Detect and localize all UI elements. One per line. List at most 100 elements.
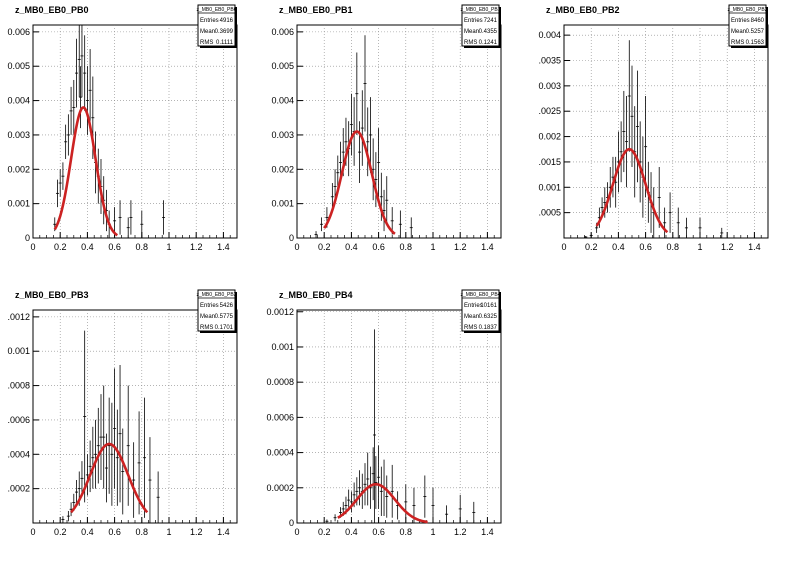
data-point (373, 329, 377, 523)
data-point (75, 38, 79, 108)
data-point (684, 217, 688, 238)
stats-entries-value: 8460 (751, 18, 765, 24)
data-point (625, 96, 629, 188)
stats-rms-value: 0.1837 (479, 325, 498, 331)
data-point (99, 394, 103, 481)
y-tick-label: .0015 (538, 157, 561, 167)
data-point (325, 519, 329, 523)
y-tick-label: 0.005 (7, 61, 30, 71)
data-point (77, 25, 81, 98)
stats-box-frame (197, 4, 236, 47)
data-point (349, 491, 353, 513)
data-point (91, 426, 95, 489)
x-tick-label: 0 (294, 527, 299, 537)
data-point (156, 471, 160, 523)
stats-rms-label: RMS (731, 40, 744, 46)
data-point (126, 385, 130, 506)
stats-name: z_MB0_EB0_PB2 (727, 7, 767, 13)
data-point (377, 128, 381, 197)
data-point (83, 330, 87, 503)
stats-entries-label: Entries (464, 18, 483, 24)
stats-mean-value: 0.5775 (215, 314, 234, 320)
y-tick-label: 0.002 (538, 132, 561, 142)
x-tick-label: 0.2 (318, 242, 331, 252)
data-points (53, 25, 166, 238)
stats-entries-label: Entries (200, 303, 219, 309)
stats-name: z_MB0_EB0_PB4 (460, 292, 500, 298)
data-point (336, 155, 340, 190)
stats-mean-value: 0.6325 (479, 314, 498, 320)
data-point (374, 456, 378, 509)
histogram-panel-pb4: z_MB0_EB0_PB4 z_MB0_EB0_PB4 Entries 1016… (266, 289, 502, 537)
stats-mean-value: 0.3699 (215, 29, 234, 35)
data-point (390, 464, 394, 518)
data-point (409, 217, 413, 238)
stats-rms-label: RMS (200, 40, 213, 46)
y-tick-label: .0002 (7, 484, 30, 494)
x-tick-label: 1.2 (190, 242, 203, 252)
stats-box-frame (461, 4, 500, 47)
data-point (366, 452, 370, 506)
data-point (349, 93, 353, 156)
plot-frame (32, 24, 238, 239)
histogram-title: z_MB0_EB0_PB1 (279, 5, 353, 15)
y-tick-label: 0.001 (7, 199, 30, 209)
stats-mean-label: Mean (731, 29, 746, 35)
data-point (80, 461, 84, 496)
data-point (589, 233, 593, 238)
data-point (107, 397, 111, 494)
stats-box-frame (197, 289, 236, 332)
x-tick-label: 1.2 (190, 527, 203, 537)
data-point (113, 207, 117, 235)
data-point (627, 40, 631, 152)
data-point (472, 501, 476, 523)
stats-box: z_MB0_EB0_PB2 Entries 8460 Mean 0.5257 R… (727, 4, 768, 47)
y-tick-label: .0006 (7, 415, 30, 425)
data-point (143, 397, 147, 518)
data-point (148, 437, 152, 523)
y-tick-label: .0012 (7, 312, 30, 322)
stats-entries-label: Entries (731, 18, 750, 24)
x-tick-label: 1.2 (454, 527, 467, 537)
fit-curve (323, 130, 396, 235)
histogram-panel-pb0: z_MB0_EB0_PB0 z_MB0_EB0_PB0 Entries 4916… (7, 4, 238, 252)
data-point (584, 235, 588, 238)
stats-mean-label: Mean (464, 29, 479, 35)
x-tick-label: 0.8 (136, 242, 149, 252)
stats-name: z_MB0_EB0_PB3 (196, 292, 236, 298)
stats-mean-label: Mean (200, 314, 215, 320)
y-tick-label: 0.0006 (266, 412, 294, 422)
data-point (333, 514, 337, 522)
data-point (80, 25, 84, 98)
x-tick-label: 0 (30, 527, 35, 537)
data-point (319, 217, 323, 232)
x-tick-label: 1.4 (748, 242, 761, 252)
histogram-title: z_MB0_EB0_PB2 (546, 5, 620, 15)
stats-rms-value: 0.1241 (479, 40, 498, 46)
stats-name: z_MB0_EB0_PB0 (196, 7, 236, 13)
plot-frame (296, 24, 502, 239)
data-point (385, 176, 389, 225)
data-point (83, 35, 87, 111)
y-tick-label: 0.004 (7, 96, 30, 106)
data-point (314, 231, 318, 238)
data-point (102, 385, 106, 489)
y-tick-label: .0008 (7, 381, 30, 391)
y-tick-label: 0.003 (7, 130, 30, 140)
x-tick-label: 0 (30, 242, 35, 252)
x-tick-label: 0.4 (345, 527, 358, 537)
data-point (382, 189, 386, 232)
data-point (85, 66, 89, 135)
data-point (88, 440, 92, 493)
data-point (121, 428, 125, 515)
y-tick-label: 0.006 (271, 27, 294, 37)
stats-box: z_MB0_EB0_PB3 Entries 5426 Mean 0.5775 R… (196, 289, 237, 332)
y-tick-label: 0 (289, 518, 294, 528)
y-tick-label: 0.001 (538, 182, 561, 192)
y-tick-label: 0.006 (7, 27, 30, 37)
stats-mean-value: 0.5257 (746, 29, 765, 35)
x-tick-label: 0.4 (345, 242, 358, 252)
data-point (363, 35, 367, 132)
y-tick-label: 0.003 (271, 130, 294, 140)
y-tick-label: .0035 (538, 56, 561, 66)
